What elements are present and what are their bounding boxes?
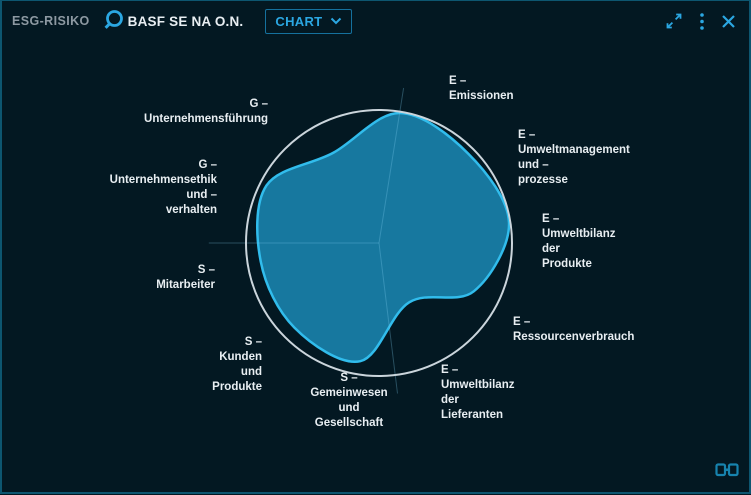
axis-label-unternehmensethik: G – Unternehmensethik und – verhalten [109, 159, 217, 216]
radar-outer-ring [245, 109, 513, 377]
axis-label-mitarbeiter: S – Mitarbeiter [156, 264, 215, 291]
axis-label-emissionen: E – Emissionen [449, 75, 514, 102]
instrument-name[interactable]: BASF SE NA O.N. [127, 13, 244, 29]
widget-title: ESG-RISIKO [12, 14, 90, 28]
radar-axis-line [378, 87, 405, 244]
radar-series-area[interactable] [256, 111, 511, 363]
kebab-menu-icon[interactable] [699, 12, 705, 31]
expand-icon[interactable] [664, 11, 684, 31]
axis-label-umweltmanagement: E – Umweltmanagement und – prozesse [518, 129, 630, 186]
axis-label-umweltbilanz-lieferanten: E – Umweltbilanz der Lieferanten [441, 364, 515, 421]
title-bar: ESG-RISIKO BASF SE NA O.N. CHART [2, 1, 749, 41]
search-icon[interactable] [100, 8, 126, 34]
axis-label-umweltbilanz-produkte: E – Umweltbilanz der Produkte [542, 213, 616, 270]
axis-label-ressourcenverbrauch: E – Ressourcenverbrauch [513, 316, 635, 343]
axis-label-kunden-produkte: S – Kunden und Produkte [212, 336, 262, 393]
chart-view-dropdown[interactable]: CHART [265, 8, 353, 34]
radar-axis-line [378, 242, 398, 394]
window-controls [664, 11, 737, 31]
close-icon[interactable] [720, 13, 737, 30]
axis-label-unternehmensfuehrung: G – Unternehmensführung [144, 98, 268, 125]
chart-view-dropdown-label: CHART [275, 13, 323, 29]
axis-label-gemeinwesen: S – Gemeinwesen und Gesellschaft [310, 372, 388, 429]
chevron-down-icon [330, 17, 342, 25]
link-icon[interactable] [715, 462, 739, 483]
